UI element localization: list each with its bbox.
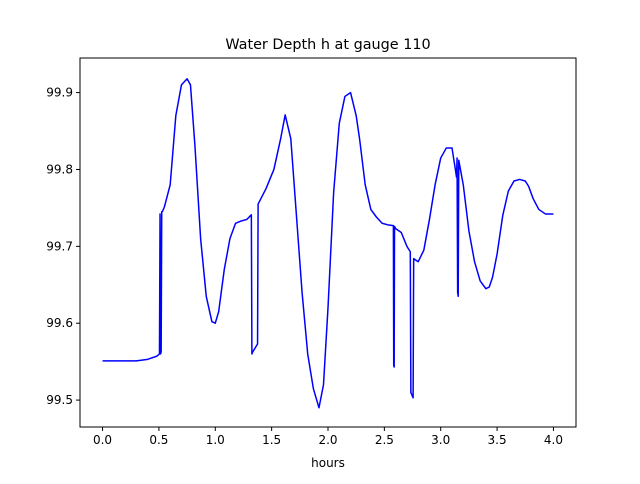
x-tick-label: 3.5	[488, 433, 507, 447]
x-tick-label: 2.5	[375, 433, 394, 447]
x-tick-label: 0.5	[149, 433, 168, 447]
x-tick-label: 2.0	[318, 433, 337, 447]
y-tick-label: 99.9	[46, 86, 73, 100]
y-tick-label: 99.7	[46, 239, 73, 253]
x-axis-label: hours	[311, 456, 345, 470]
series-line-0	[102, 78, 554, 409]
x-tick-label: 1.0	[206, 433, 225, 447]
x-tick-label: 4.0	[544, 433, 563, 447]
chart-title: Water Depth h at gauge 110	[225, 37, 430, 53]
plot-area: 0.0 0.5 1.0 1.5 2.0 2.5 3.0 3.5 4.0 99.5 99.6 99.7 9…	[46, 57, 577, 447]
x-tick-label: 3.0	[431, 433, 450, 447]
x-tick-label: 0.0	[93, 433, 112, 447]
y-tick-label: 99.5	[46, 393, 73, 407]
x-tick-label: 1.5	[262, 433, 281, 447]
y-tick-label: 99.6	[46, 316, 73, 330]
y-tick-label: 99.8	[46, 162, 73, 176]
